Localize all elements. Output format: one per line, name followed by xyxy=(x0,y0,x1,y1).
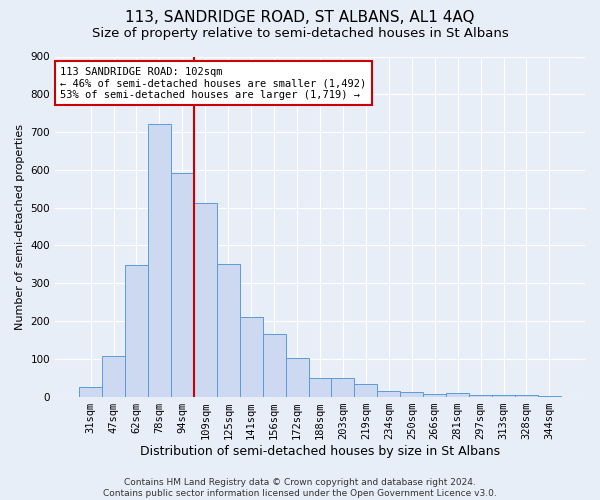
Bar xyxy=(217,264,240,396)
Bar xyxy=(469,394,492,396)
Bar xyxy=(446,393,469,396)
Bar xyxy=(171,173,194,396)
Bar xyxy=(423,394,446,396)
Text: Contains HM Land Registry data © Crown copyright and database right 2024.
Contai: Contains HM Land Registry data © Crown c… xyxy=(103,478,497,498)
Bar xyxy=(308,378,331,396)
X-axis label: Distribution of semi-detached houses by size in St Albans: Distribution of semi-detached houses by … xyxy=(140,444,500,458)
Text: Size of property relative to semi-detached houses in St Albans: Size of property relative to semi-detach… xyxy=(92,28,508,40)
Text: 113 SANDRIDGE ROAD: 102sqm
← 46% of semi-detached houses are smaller (1,492)
53%: 113 SANDRIDGE ROAD: 102sqm ← 46% of semi… xyxy=(61,66,367,100)
Bar xyxy=(331,378,355,396)
Y-axis label: Number of semi-detached properties: Number of semi-detached properties xyxy=(15,124,25,330)
Bar xyxy=(286,358,308,397)
Bar xyxy=(148,124,171,396)
Bar xyxy=(400,392,423,396)
Bar xyxy=(125,265,148,396)
Bar xyxy=(377,391,400,396)
Bar xyxy=(102,356,125,397)
Text: 113, SANDRIDGE ROAD, ST ALBANS, AL1 4AQ: 113, SANDRIDGE ROAD, ST ALBANS, AL1 4AQ xyxy=(125,10,475,25)
Bar xyxy=(240,317,263,396)
Bar xyxy=(194,202,217,396)
Bar xyxy=(492,394,515,396)
Bar xyxy=(355,384,377,396)
Bar xyxy=(79,387,102,396)
Bar xyxy=(263,334,286,396)
